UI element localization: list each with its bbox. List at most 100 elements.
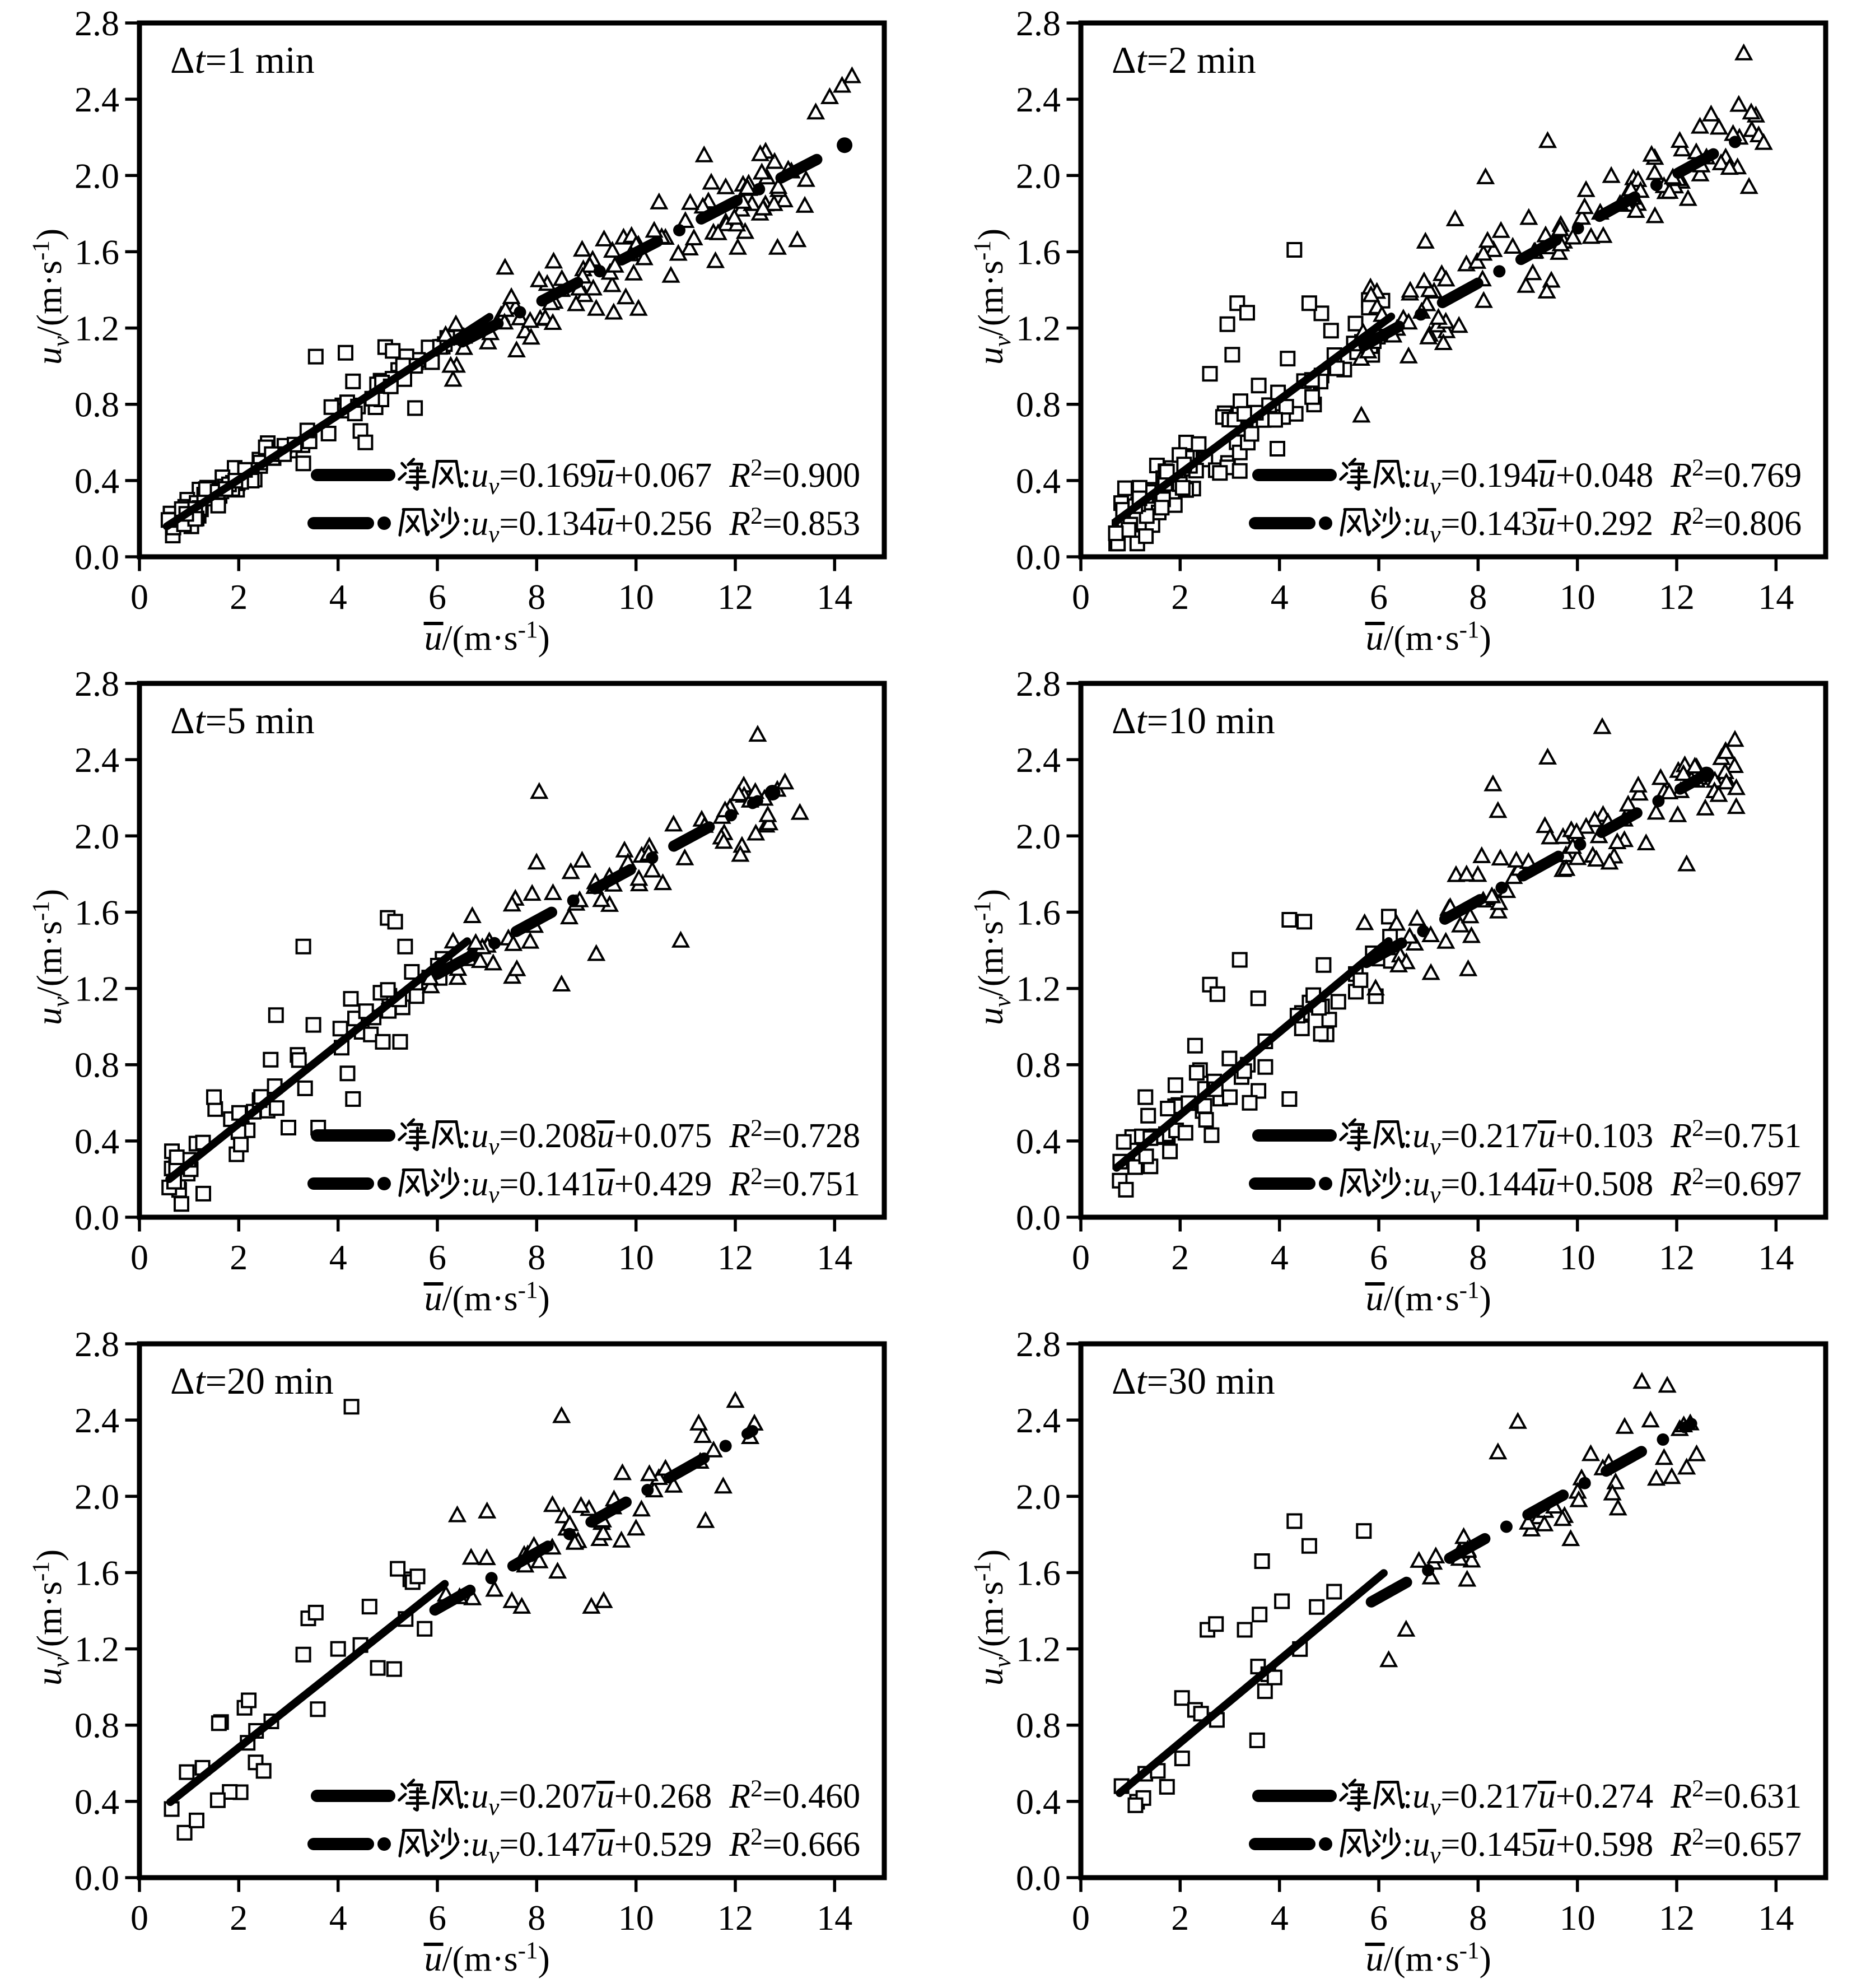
svg-text:uv/(m·s-1): uv/(m·s-1): [969, 1549, 1016, 1686]
svg-text:2.4: 2.4: [74, 1400, 119, 1440]
svg-text:u/(m·s-1): u/(m·s-1): [1366, 1277, 1491, 1318]
svg-text:6: 6: [1370, 1898, 1388, 1938]
svg-text:0.0: 0.0: [1016, 1198, 1061, 1237]
svg-text:2.0: 2.0: [1016, 816, 1061, 856]
svg-text:8: 8: [1469, 1237, 1487, 1277]
svg-text:2: 2: [230, 1898, 248, 1938]
svg-text:2.0: 2.0: [74, 1477, 119, 1516]
svg-text:1.6: 1.6: [1016, 232, 1061, 272]
svg-text:0: 0: [1072, 1898, 1090, 1938]
svg-text:uv/(m·s-1): uv/(m·s-1): [969, 229, 1016, 365]
svg-text:8: 8: [1469, 1898, 1487, 1938]
svg-text:2.8: 2.8: [1016, 664, 1061, 704]
svg-text:2.0: 2.0: [1016, 156, 1061, 195]
svg-text:12: 12: [717, 1237, 753, 1277]
svg-text:6: 6: [428, 577, 446, 617]
svg-text:1.2: 1.2: [1016, 309, 1061, 348]
svg-text:14: 14: [1758, 1237, 1794, 1277]
svg-text:Δt=5 min: Δt=5 min: [170, 699, 315, 742]
svg-text:10: 10: [1560, 1237, 1596, 1277]
svg-text:Δt=10 min: Δt=10 min: [1112, 699, 1275, 742]
svg-text:0: 0: [1072, 1237, 1090, 1277]
svg-text::uv=0.143u+0.292 R2=0.806: :uv=0.143u+0.292 R2=0.806: [1403, 503, 1802, 548]
svg-text:1.6: 1.6: [74, 1553, 119, 1593]
svg-text:2: 2: [230, 1237, 248, 1277]
svg-text:2.4: 2.4: [1016, 1400, 1061, 1440]
svg-text:0: 0: [130, 1898, 148, 1938]
svg-text:4: 4: [1271, 1237, 1289, 1277]
svg-text:0: 0: [1072, 577, 1090, 617]
svg-text:10: 10: [1560, 1898, 1596, 1938]
svg-text::uv=0.141u+0.429 R2=0.751: :uv=0.141u+0.429 R2=0.751: [461, 1163, 860, 1208]
svg-text:2.4: 2.4: [1016, 740, 1061, 780]
svg-text:10: 10: [1560, 577, 1596, 617]
svg-text:0.4: 0.4: [1016, 1782, 1061, 1822]
svg-text:2.4: 2.4: [1016, 80, 1061, 119]
svg-text::uv=0.208u+0.075 R2=0.728: :uv=0.208u+0.075 R2=0.728: [461, 1115, 860, 1160]
svg-text:uv/(m·s-1): uv/(m·s-1): [28, 229, 74, 365]
svg-text:2: 2: [1171, 577, 1189, 617]
svg-text:Δt=20 min: Δt=20 min: [170, 1360, 334, 1402]
svg-text::uv=0.145u+0.598 R2=0.657: :uv=0.145u+0.598 R2=0.657: [1403, 1824, 1802, 1869]
svg-text:0.4: 0.4: [1016, 461, 1061, 501]
svg-text:2.0: 2.0: [74, 816, 119, 856]
svg-text::uv=0.207u+0.268 R2=0.460: :uv=0.207u+0.268 R2=0.460: [461, 1776, 860, 1821]
svg-text::uv=0.217u+0.103 R2=0.751: :uv=0.217u+0.103 R2=0.751: [1403, 1115, 1802, 1160]
svg-text:10: 10: [618, 577, 654, 617]
svg-text:0.0: 0.0: [74, 1198, 119, 1237]
svg-text:8: 8: [528, 577, 545, 617]
svg-text:2: 2: [230, 577, 248, 617]
svg-text:14: 14: [817, 577, 852, 617]
svg-text:2.8: 2.8: [1016, 3, 1061, 43]
svg-text:12: 12: [717, 577, 753, 617]
svg-text:0.8: 0.8: [1016, 385, 1061, 425]
svg-text:0.8: 0.8: [1016, 1045, 1061, 1085]
svg-text:12: 12: [1659, 1237, 1695, 1277]
svg-text:1.2: 1.2: [74, 309, 119, 348]
svg-text:0.0: 0.0: [1016, 1858, 1061, 1898]
svg-text:0.4: 0.4: [74, 1782, 119, 1822]
svg-text:12: 12: [1659, 577, 1695, 617]
svg-text:2.8: 2.8: [74, 3, 119, 43]
svg-text::uv=0.144u+0.508 R2=0.697: :uv=0.144u+0.508 R2=0.697: [1403, 1163, 1802, 1208]
svg-text::uv=0.134u+0.256 R2=0.853: :uv=0.134u+0.256 R2=0.853: [461, 503, 860, 548]
svg-text:4: 4: [329, 1237, 347, 1277]
svg-text:0.0: 0.0: [1016, 537, 1061, 577]
svg-text:14: 14: [1758, 577, 1794, 617]
svg-text:0: 0: [130, 577, 148, 617]
svg-text::uv=0.194u+0.048 R2=0.769: :uv=0.194u+0.048 R2=0.769: [1403, 455, 1802, 500]
svg-text:2: 2: [1171, 1237, 1189, 1277]
svg-text:12: 12: [1659, 1898, 1695, 1938]
svg-text:2.8: 2.8: [74, 664, 119, 704]
svg-text:6: 6: [428, 1898, 446, 1938]
svg-text:2.0: 2.0: [74, 156, 119, 195]
svg-text:1.2: 1.2: [1016, 1629, 1061, 1669]
svg-text:0: 0: [130, 1237, 148, 1277]
svg-text:uv/(m·s-1): uv/(m·s-1): [969, 889, 1016, 1025]
svg-text:6: 6: [1370, 1237, 1388, 1277]
svg-text:2.4: 2.4: [74, 740, 119, 780]
svg-text:6: 6: [428, 1237, 446, 1277]
svg-text::uv=0.217u+0.274 R2=0.631: :uv=0.217u+0.274 R2=0.631: [1403, 1776, 1802, 1821]
svg-text:0.8: 0.8: [74, 1045, 119, 1085]
svg-text::uv=0.147u+0.529 R2=0.666: :uv=0.147u+0.529 R2=0.666: [461, 1824, 860, 1869]
svg-text:Δt=1 min: Δt=1 min: [170, 39, 315, 81]
svg-text:6: 6: [1370, 577, 1388, 617]
svg-text:1.6: 1.6: [1016, 1553, 1061, 1593]
svg-text:2: 2: [1171, 1898, 1189, 1938]
svg-text:0.8: 0.8: [74, 385, 119, 425]
svg-text:1.2: 1.2: [74, 1629, 119, 1669]
svg-text:1.2: 1.2: [1016, 969, 1061, 1009]
svg-text:0.0: 0.0: [74, 1858, 119, 1898]
svg-text:2.0: 2.0: [1016, 1477, 1061, 1516]
svg-text:8: 8: [528, 1898, 545, 1938]
svg-text:1.6: 1.6: [74, 892, 119, 932]
svg-text:0.8: 0.8: [1016, 1706, 1061, 1745]
svg-text:10: 10: [618, 1898, 654, 1938]
svg-text:1.6: 1.6: [1016, 892, 1061, 932]
svg-text:2.4: 2.4: [74, 80, 119, 119]
svg-text:4: 4: [329, 577, 347, 617]
svg-text:2.8: 2.8: [1016, 1324, 1061, 1364]
svg-text:0.4: 0.4: [74, 461, 119, 501]
svg-text:uv/(m·s-1): uv/(m·s-1): [28, 889, 74, 1025]
